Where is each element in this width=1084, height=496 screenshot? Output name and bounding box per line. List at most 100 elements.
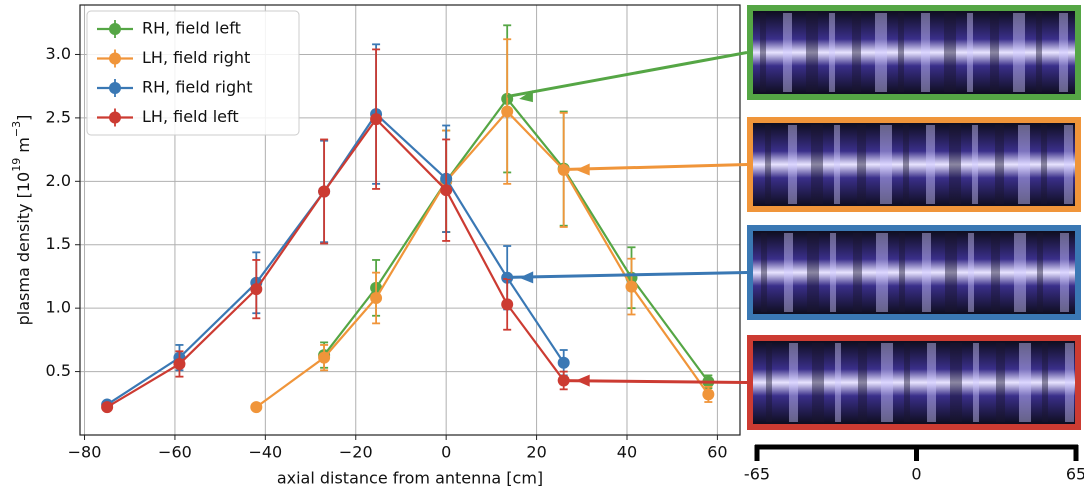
arrow-head: [575, 163, 590, 176]
photo-ring: [857, 125, 866, 204]
photo-ring: [1042, 343, 1048, 422]
photo-ring: [967, 13, 973, 92]
photo-frame: [747, 225, 1081, 320]
photo-ring: [991, 233, 1000, 312]
photo-ring: [760, 13, 766, 92]
scale-tick-label: 65: [1066, 465, 1084, 484]
photo-ring: [927, 343, 936, 422]
x-tick-label: 20: [526, 443, 546, 462]
photo-ring: [852, 13, 861, 92]
marks: [101, 24, 715, 414]
point: [557, 374, 570, 387]
photo-ring: [922, 233, 931, 312]
point: [557, 163, 570, 176]
arrow-head: [519, 90, 533, 103]
arrow-head: [575, 374, 590, 387]
point: [501, 105, 514, 118]
legend-label: LH, field right: [142, 48, 250, 67]
photo-frame: [747, 335, 1081, 430]
photo-ring: [921, 13, 930, 92]
photo-ring: [1041, 125, 1047, 204]
photo-ring: [945, 233, 957, 312]
arrow-shaft: [507, 51, 748, 98]
photo-ring: [1018, 125, 1030, 204]
photo-ring: [811, 125, 823, 204]
photo-ring: [968, 233, 974, 312]
photo: [750, 338, 1078, 427]
photo: [750, 120, 1078, 209]
y-tick-label: 2.0: [46, 171, 71, 190]
x-tick-label: −40: [248, 443, 282, 462]
point: [101, 401, 114, 414]
x-tick-label: 40: [617, 443, 637, 462]
photo-ring: [950, 343, 962, 422]
x-tick-label: −80: [68, 443, 102, 462]
x-tick-label: −60: [158, 443, 192, 462]
photo-ring: [1059, 13, 1068, 92]
legend-label: LH, field left: [142, 107, 239, 126]
photo-ring: [944, 13, 956, 92]
point: [318, 351, 331, 364]
y-tick-label: 0.5: [46, 361, 71, 380]
point: [440, 184, 453, 197]
x-axis-label: axial distance from antenna [cm]: [277, 469, 543, 488]
photo-ring: [834, 125, 840, 204]
point: [370, 292, 383, 305]
plot-frame: [79, 4, 741, 436]
point: [501, 298, 514, 311]
photo-ring: [990, 13, 999, 92]
photo-ring: [1065, 343, 1074, 422]
photos: [507, 5, 1081, 430]
arrow-shaft: [563, 379, 748, 384]
x-tick-label: −20: [339, 443, 373, 462]
arrow-shaft: [563, 163, 748, 172]
scale-tick-label: 0: [911, 465, 921, 484]
photo-ring: [995, 125, 1004, 204]
photo-ring: [830, 233, 836, 312]
y-tick-label: 1.5: [46, 234, 71, 253]
point: [557, 356, 570, 369]
legend-label: RH, field right: [142, 78, 253, 97]
point: [370, 113, 383, 126]
photo-ring: [903, 125, 909, 204]
photo-ring: [876, 233, 888, 312]
photo-ring: [853, 233, 862, 312]
photo-ring: [996, 343, 1005, 422]
photo-ring: [880, 125, 892, 204]
point: [173, 357, 186, 370]
scale-tick-label: -65: [744, 465, 770, 484]
photo-ring: [761, 233, 767, 312]
photo-ring: [1037, 233, 1043, 312]
photo-ring: [1013, 13, 1025, 92]
legend-box: [86, 10, 300, 136]
x-tick-label: 60: [707, 443, 727, 462]
photo-ring: [788, 125, 797, 204]
photo-ring: [829, 13, 835, 92]
photo-ring: [973, 343, 979, 422]
point: [250, 401, 263, 414]
photo-ring: [789, 343, 798, 422]
photo-ring: [899, 233, 905, 312]
photo-ring: [783, 13, 792, 92]
y-label-text: m: [14, 137, 33, 158]
point: [250, 283, 263, 296]
point: [625, 280, 638, 293]
y-label-sup: −3: [10, 121, 23, 137]
y-tick-label: 3.0: [46, 44, 71, 63]
point: [702, 388, 715, 401]
series-line: [106, 112, 565, 406]
legend-marker: [109, 111, 121, 124]
photo-ring: [904, 343, 910, 422]
photo: [750, 8, 1078, 97]
photo-ring: [784, 233, 793, 312]
photo-ring: [812, 343, 824, 422]
y-tick-label: 1.0: [46, 298, 71, 317]
legend-marker: [109, 23, 121, 35]
photo-ring: [1014, 233, 1026, 312]
scale-bar: -65 0 65: [744, 444, 1084, 484]
photo-frame: [747, 117, 1081, 212]
photo-ring: [858, 343, 867, 422]
legend-label: RH, field left: [142, 19, 241, 38]
photo-ring: [972, 125, 978, 204]
legend-marker: [109, 52, 121, 65]
